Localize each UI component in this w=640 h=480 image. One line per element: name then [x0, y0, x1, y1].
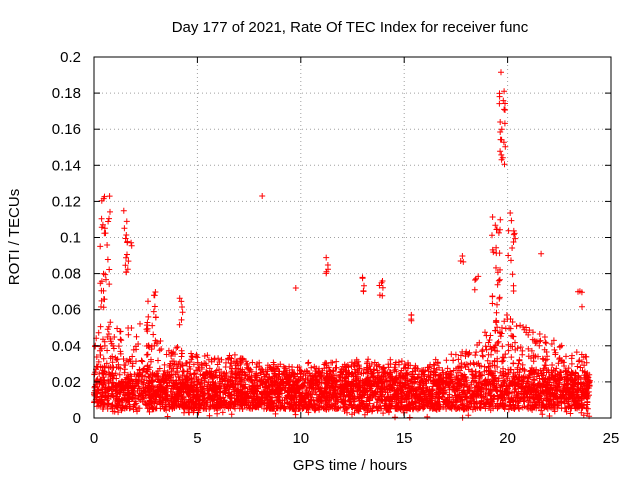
x-tick-label: 0	[90, 430, 98, 447]
y-tick-label: 0.18	[52, 85, 81, 102]
y-tick-label: 0.02	[52, 374, 81, 391]
axis-ticks: 0 5 10 15 20 25 0 0.02 0.04 0.06 0.08 0.1 0.12 0.14 0.…	[52, 49, 620, 447]
x-tick-label: 5	[193, 430, 201, 447]
y-tick-label: 0.04	[52, 338, 81, 355]
x-tick-label: 10	[292, 430, 309, 447]
y-tick-label: 0.06	[52, 302, 81, 319]
y-tick-label: 0.08	[52, 266, 81, 283]
y-tick-label: 0	[73, 410, 81, 427]
data-points	[91, 69, 593, 421]
y-axis-label: ROTI / TECUs	[6, 189, 23, 285]
x-tick-label: 25	[603, 430, 620, 447]
chart-title: Day 177 of 2021, Rate Of TEC Index for r…	[172, 19, 529, 36]
y-tick-label: 0.2	[60, 49, 81, 66]
roti-marker-cloud	[91, 69, 593, 421]
x-axis-label: GPS time / hours	[293, 457, 407, 474]
x-tick-label: 20	[499, 430, 516, 447]
x-tick-label: 15	[396, 430, 413, 447]
y-tick-label: 0.14	[52, 157, 81, 174]
y-tick-label: 0.1	[60, 230, 81, 247]
y-tick-label: 0.12	[52, 193, 81, 210]
y-tick-label: 0.16	[52, 121, 81, 138]
